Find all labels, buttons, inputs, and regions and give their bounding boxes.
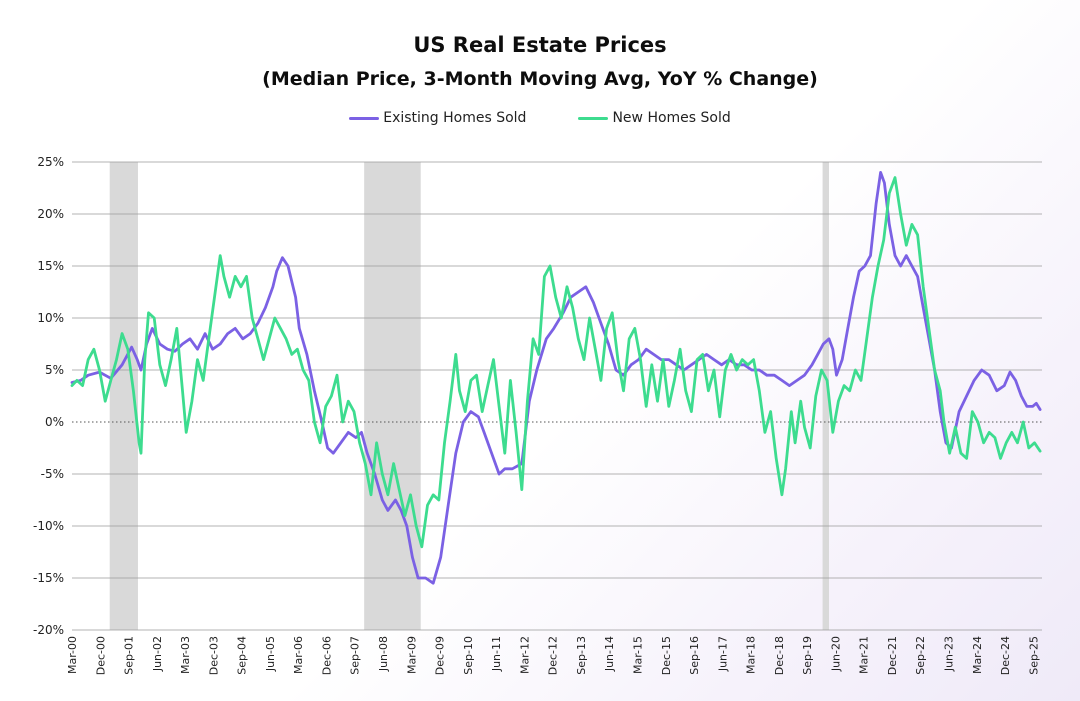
x-tick-label: Mar-03 [179, 636, 192, 674]
x-tick-label: Jun-05 [264, 636, 277, 672]
x-tick-label: Jun-02 [151, 636, 164, 672]
x-tick-label: Dec-09 [434, 636, 447, 675]
series-line-new-homes [70, 176, 1042, 549]
x-tick-label: Mar-24 [971, 636, 984, 674]
x-tick-label: Jun-17 [716, 636, 729, 672]
x-tick-label: Dec-18 [773, 636, 786, 675]
y-tick-label: 20% [37, 207, 64, 221]
x-tick-label: Jun-08 [377, 636, 390, 672]
legend-swatch-existing [349, 116, 380, 120]
y-tick-label: 15% [37, 259, 64, 273]
legend-label-existing: Existing Homes Sold [383, 110, 527, 126]
x-tick-label: Sep-04 [236, 636, 249, 675]
x-tick-label: Mar-00 [66, 636, 79, 674]
x-tick-label: Mar-21 [858, 636, 871, 674]
legend-item-new: New Homes Sold [578, 110, 731, 126]
x-tick-label: Sep-01 [123, 636, 136, 675]
series-line-existing-homes [70, 171, 1042, 585]
x-tick-label: Sep-07 [349, 636, 362, 675]
x-tick-label: Dec-00 [94, 636, 107, 675]
x-tick-label: Jun-14 [603, 636, 616, 672]
x-tick-label: Dec-12 [547, 636, 560, 675]
x-tick-label: Jun-20 [829, 636, 842, 672]
x-tick-label: Mar-15 [631, 636, 644, 674]
y-tick-label: 0% [45, 415, 64, 429]
x-tick-label: Jun-23 [943, 636, 956, 672]
y-tick-label: -10% [33, 519, 64, 533]
y-tick-label: -15% [33, 571, 64, 585]
legend-label-new: New Homes Sold [612, 110, 731, 126]
x-tick-label: Mar-06 [292, 636, 305, 674]
legend-item-existing: Existing Homes Sold [349, 110, 526, 126]
x-tick-label: Dec-21 [886, 636, 899, 675]
y-tick-label: 25% [37, 155, 64, 169]
legend-swatch-new [578, 116, 609, 120]
x-tick-label: Mar-12 [518, 636, 531, 674]
x-tick-label: Sep-10 [462, 636, 475, 675]
x-tick-label: Mar-18 [745, 636, 758, 674]
y-tick-label: 5% [45, 363, 64, 377]
chart-title: US Real Estate Prices [413, 33, 667, 57]
x-tick-label: Dec-03 [207, 636, 220, 675]
x-tick-label: Sep-22 [914, 636, 927, 675]
x-tick-label: Jun-11 [490, 636, 503, 672]
chart-subtitle: (Median Price, 3-Month Moving Avg, YoY %… [262, 68, 818, 90]
x-tick-label: Dec-24 [999, 636, 1012, 675]
y-tick-label: 10% [37, 311, 64, 325]
x-tick-label: Dec-15 [660, 636, 673, 675]
x-tick-label: Sep-19 [801, 636, 814, 675]
x-tick-label: Sep-25 [1027, 636, 1040, 675]
x-tick-label: Sep-16 [688, 636, 701, 675]
y-tick-label: -5% [41, 467, 64, 481]
legend: Existing Homes Sold New Homes Sold [0, 110, 1080, 126]
x-tick-label: Sep-13 [575, 636, 588, 675]
x-tick-label: Mar-09 [405, 636, 418, 674]
y-tick-label: -20% [33, 623, 64, 637]
x-tick-label: Dec-06 [320, 636, 333, 675]
recession-band-2 [822, 162, 829, 630]
